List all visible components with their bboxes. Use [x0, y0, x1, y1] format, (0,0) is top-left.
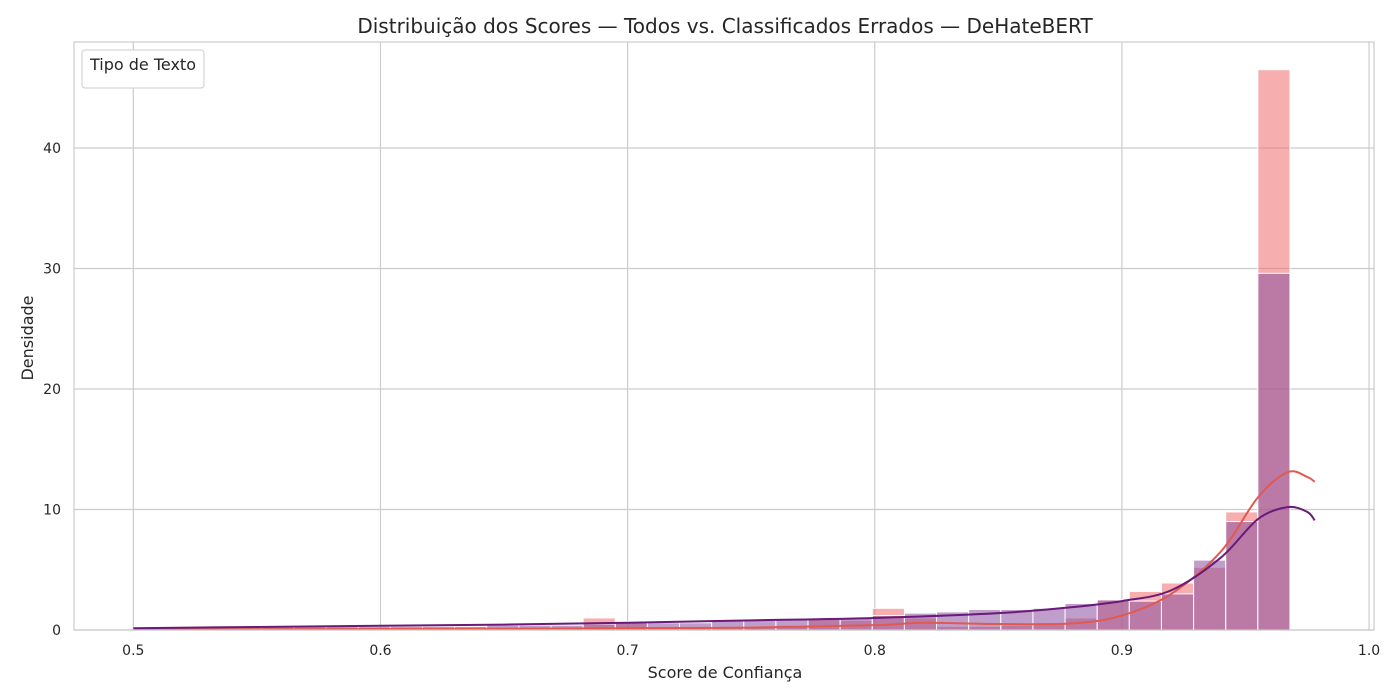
y-tick-label: 10	[43, 503, 61, 519]
legend-box	[81, 49, 205, 89]
y-axis-label: Densidade	[18, 295, 37, 380]
histogram-bar-series-1	[1257, 272, 1291, 631]
kde-line-series-0	[133, 470, 1316, 631]
histogram-bar-series-1	[839, 617, 873, 631]
kde-layer	[133, 470, 1316, 631]
y-tick-label: 20	[43, 382, 61, 398]
x-tick-label: 0.7	[616, 643, 638, 659]
x-tick-label: 0.9	[1111, 643, 1133, 659]
legend-title: Tipo de Texto	[89, 55, 196, 74]
x-tick-label: 0.6	[369, 643, 391, 659]
x-tick-label: 0.5	[122, 643, 144, 659]
x-tick-label: 0.8	[864, 643, 886, 659]
histogram-bar-series-1	[1160, 593, 1195, 631]
histogram-bar-series-1	[807, 618, 841, 631]
ticks-layer: 0.5 0.6 0.7 0.8 0.9 1.0 0 10 20 30 40	[43, 141, 1380, 659]
histogram-bar-series-1	[1128, 600, 1162, 631]
x-axis-label: Score de Confiança	[648, 663, 803, 682]
kde-line-series-1	[133, 505, 1316, 630]
histogram-bar-series-1	[1193, 559, 1227, 631]
chart-title: Distribuição dos Scores — Todos vs. Clas…	[357, 14, 1093, 38]
y-tick-label: 40	[43, 141, 61, 157]
y-tick-label: 0	[52, 623, 61, 639]
legend: Tipo de Texto	[81, 49, 205, 89]
plot-frame	[73, 41, 1375, 631]
y-tick-label: 30	[43, 262, 61, 278]
bars-layer	[132, 69, 1291, 631]
grid-layer	[74, 42, 1374, 631]
x-tick-label: 1.0	[1358, 643, 1380, 659]
histogram-bar-series-1	[1032, 607, 1066, 631]
